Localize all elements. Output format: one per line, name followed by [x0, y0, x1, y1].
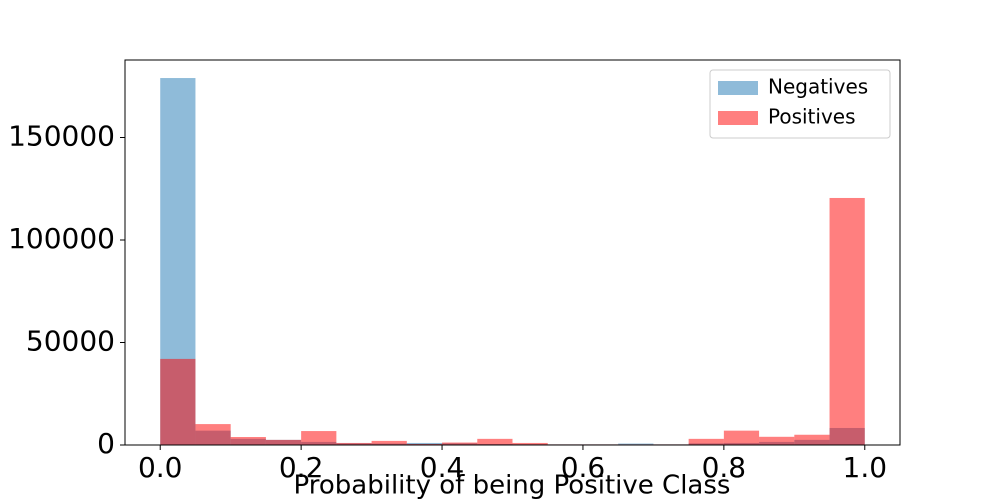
- bar: [688, 438, 724, 445]
- x-axis-label: Probability of being Positive Class: [294, 471, 731, 500]
- x-tick-label: 0.0: [138, 451, 183, 484]
- x-tick-label: 0.4: [420, 451, 465, 484]
- bar: [230, 437, 266, 445]
- legend-label: Negatives: [768, 75, 868, 99]
- bar: [442, 442, 478, 445]
- plot-frame: [124, 59, 901, 446]
- y-tick-label: 50000: [26, 324, 115, 357]
- bar: [265, 439, 302, 445]
- bar: [371, 440, 407, 445]
- bar: [301, 431, 337, 445]
- bar: [160, 358, 196, 445]
- y-tick-label: 100000: [8, 222, 115, 255]
- x-tick-label: 0.6: [561, 451, 606, 484]
- bar: [336, 442, 372, 445]
- bar: [759, 436, 795, 445]
- legend-swatch: [718, 111, 758, 125]
- x-tick-label: 0.8: [702, 451, 747, 484]
- bar: [618, 443, 654, 445]
- bar: [477, 438, 513, 445]
- x-tick-label: 1.0: [843, 451, 888, 484]
- y-tick-label: 0: [97, 427, 115, 460]
- y-tick-label: 150000: [8, 119, 115, 152]
- bar: [406, 443, 443, 445]
- bar: [723, 430, 760, 445]
- legend-label: Positives: [768, 105, 856, 129]
- bar: [794, 434, 830, 445]
- legend-swatch: [718, 81, 758, 95]
- bar: [195, 424, 231, 445]
- x-tick-label: 0.2: [279, 451, 324, 484]
- bar: [512, 442, 548, 445]
- bar: [829, 197, 865, 445]
